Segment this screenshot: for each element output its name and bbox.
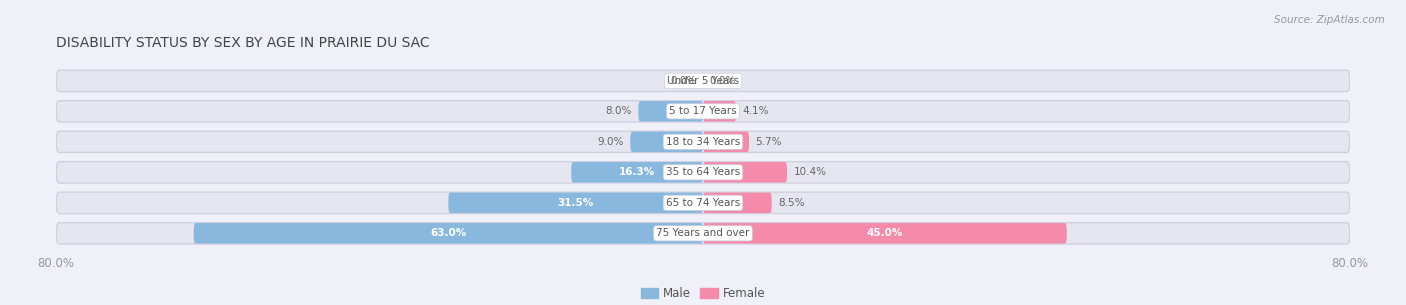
FancyBboxPatch shape: [630, 131, 703, 152]
FancyBboxPatch shape: [56, 101, 1350, 122]
Text: 16.3%: 16.3%: [619, 167, 655, 177]
Legend: Male, Female: Male, Female: [636, 282, 770, 305]
FancyBboxPatch shape: [56, 192, 1350, 214]
Text: 65 to 74 Years: 65 to 74 Years: [666, 198, 740, 208]
FancyBboxPatch shape: [56, 131, 1350, 152]
Text: Under 5 Years: Under 5 Years: [666, 76, 740, 86]
FancyBboxPatch shape: [703, 131, 749, 152]
Text: 5 to 17 Years: 5 to 17 Years: [669, 106, 737, 116]
Text: 4.1%: 4.1%: [742, 106, 769, 116]
Text: 31.5%: 31.5%: [558, 198, 593, 208]
FancyBboxPatch shape: [703, 162, 787, 183]
Text: 0.0%: 0.0%: [671, 76, 696, 86]
FancyBboxPatch shape: [703, 192, 772, 213]
FancyBboxPatch shape: [449, 192, 703, 213]
Text: 10.4%: 10.4%: [793, 167, 827, 177]
FancyBboxPatch shape: [703, 223, 1067, 244]
Text: 18 to 34 Years: 18 to 34 Years: [666, 137, 740, 147]
Text: 75 Years and over: 75 Years and over: [657, 228, 749, 238]
FancyBboxPatch shape: [703, 101, 737, 122]
Text: Source: ZipAtlas.com: Source: ZipAtlas.com: [1274, 15, 1385, 25]
Text: 45.0%: 45.0%: [866, 228, 903, 238]
FancyBboxPatch shape: [571, 162, 703, 183]
Text: 9.0%: 9.0%: [598, 137, 624, 147]
FancyBboxPatch shape: [56, 223, 1350, 244]
Text: 0.0%: 0.0%: [710, 76, 735, 86]
FancyBboxPatch shape: [638, 101, 703, 122]
FancyBboxPatch shape: [194, 223, 703, 244]
Text: 8.5%: 8.5%: [778, 198, 804, 208]
FancyBboxPatch shape: [56, 162, 1350, 183]
Text: 5.7%: 5.7%: [755, 137, 782, 147]
Text: 63.0%: 63.0%: [430, 228, 467, 238]
FancyBboxPatch shape: [56, 70, 1350, 92]
Text: 8.0%: 8.0%: [606, 106, 631, 116]
Text: DISABILITY STATUS BY SEX BY AGE IN PRAIRIE DU SAC: DISABILITY STATUS BY SEX BY AGE IN PRAIR…: [56, 36, 430, 50]
Text: 35 to 64 Years: 35 to 64 Years: [666, 167, 740, 177]
